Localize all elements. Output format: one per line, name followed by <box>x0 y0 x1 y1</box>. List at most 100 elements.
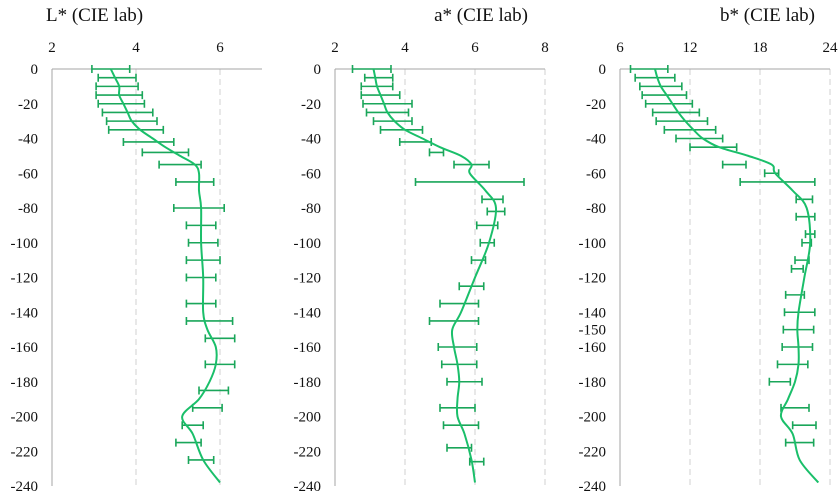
y-tick-label: -200 <box>294 410 322 426</box>
error-bar <box>663 125 717 134</box>
error-bar <box>780 403 810 412</box>
error-bar <box>776 360 809 369</box>
error-bar <box>204 360 236 369</box>
error-bar <box>175 177 215 186</box>
error-bar <box>398 137 433 146</box>
error-bar <box>440 360 478 369</box>
error-bar <box>790 264 804 273</box>
panel-b-star: b* (CIE lab) 6 12 18 24 0 -20 -40 -60 -80 -100 -120… <box>579 5 838 493</box>
y-tick-label: -180 <box>294 375 322 391</box>
error-bar <box>675 134 724 143</box>
y-tick-label: -20 <box>18 97 38 113</box>
y-tick-label: -150 <box>579 323 607 339</box>
error-bar <box>634 73 676 82</box>
error-bar <box>781 343 814 351</box>
y-tick-label: -200 <box>579 410 607 426</box>
error-bar <box>414 177 525 186</box>
error-bar <box>641 91 688 100</box>
y-tick-label: -60 <box>18 166 38 182</box>
error-bar <box>739 177 816 186</box>
y-tick-label: -100 <box>11 236 39 252</box>
y-tick-label: -140 <box>579 305 607 321</box>
error-bar <box>651 108 701 117</box>
y-tick-label: -80 <box>301 201 321 217</box>
x-tick-label: 6 <box>471 40 479 56</box>
y-tick-label: -160 <box>11 340 39 356</box>
y-tick-label: -60 <box>301 166 321 182</box>
error-bar <box>173 204 225 212</box>
error-bar <box>437 343 478 351</box>
error-bar <box>185 316 234 325</box>
y-tick-label: -160 <box>579 340 607 356</box>
error-bar <box>795 212 816 221</box>
y-tick-label: -140 <box>294 305 322 321</box>
error-bar <box>629 65 669 73</box>
data-series-line <box>372 68 498 483</box>
error-bar <box>795 195 814 204</box>
error-bar <box>351 65 392 73</box>
error-bar <box>363 73 394 82</box>
error-bar <box>655 117 709 126</box>
x-tick-label: 2 <box>331 40 339 56</box>
error-bar <box>122 137 175 146</box>
y-tick-label: 0 <box>314 62 322 78</box>
y-tick-label: 0 <box>599 62 607 78</box>
error-bar <box>428 316 480 325</box>
x-tick-label: 6 <box>616 40 624 56</box>
data-series-line <box>654 68 820 484</box>
y-tick-label: -100 <box>294 236 322 252</box>
y-tick-label: -20 <box>301 97 321 113</box>
y-tick-label: -240 <box>579 479 607 493</box>
y-tick-label: -220 <box>294 444 322 460</box>
x-tick-label: 6 <box>216 40 224 56</box>
y-tick-label: -80 <box>586 201 606 217</box>
error-bar <box>204 334 236 343</box>
error-bar <box>379 125 424 134</box>
y-tick-label: -120 <box>11 271 39 287</box>
error-bar <box>768 377 792 386</box>
error-bar <box>783 308 816 317</box>
y-tick-label: -220 <box>579 444 607 460</box>
error-bar <box>782 325 815 334</box>
y-tick-label: -20 <box>586 97 606 113</box>
error-bar <box>446 443 473 452</box>
y-tick-label: -40 <box>301 132 321 148</box>
error-bar <box>362 99 413 108</box>
y-tick-label: -180 <box>579 375 607 391</box>
error-bar <box>185 273 217 282</box>
error-bar <box>479 238 496 247</box>
y-tick-label: -180 <box>11 375 39 391</box>
error-bar <box>141 148 190 157</box>
error-bar <box>791 421 817 430</box>
y-tick-label: -60 <box>586 166 606 182</box>
y-tick-label: -160 <box>294 340 322 356</box>
y-tick-label: -220 <box>11 444 39 460</box>
x-tick-label: 4 <box>132 40 140 56</box>
error-bar <box>185 256 221 265</box>
error-bar <box>185 299 217 308</box>
error-bar <box>372 117 413 126</box>
chart-title: L* (CIE lab) <box>46 5 143 26</box>
error-bar <box>97 73 137 82</box>
error-bar <box>95 82 139 91</box>
x-tick-label: 2 <box>48 40 56 56</box>
y-tick-label: -120 <box>579 271 607 287</box>
y-tick-label: -80 <box>18 201 38 217</box>
error-bar <box>439 299 480 308</box>
error-bar <box>187 455 215 464</box>
error-bar <box>644 99 694 108</box>
error-bar <box>446 377 483 386</box>
panel-l-star: L* (CIE lab) 2 4 6 0 -20 -40 -60 -80 -100 -120 -140… <box>11 5 262 493</box>
error-bar <box>191 403 223 412</box>
data-series-line <box>109 68 221 484</box>
error-bar <box>187 238 219 247</box>
x-tick-label: 8 <box>541 40 549 56</box>
error-bar <box>784 438 815 447</box>
y-tick-label: -40 <box>586 132 606 148</box>
error-bar <box>689 143 738 152</box>
error-bar <box>428 148 445 157</box>
error-bar <box>721 160 747 169</box>
error-bar <box>97 99 146 108</box>
y-tick-label: 0 <box>31 62 39 78</box>
